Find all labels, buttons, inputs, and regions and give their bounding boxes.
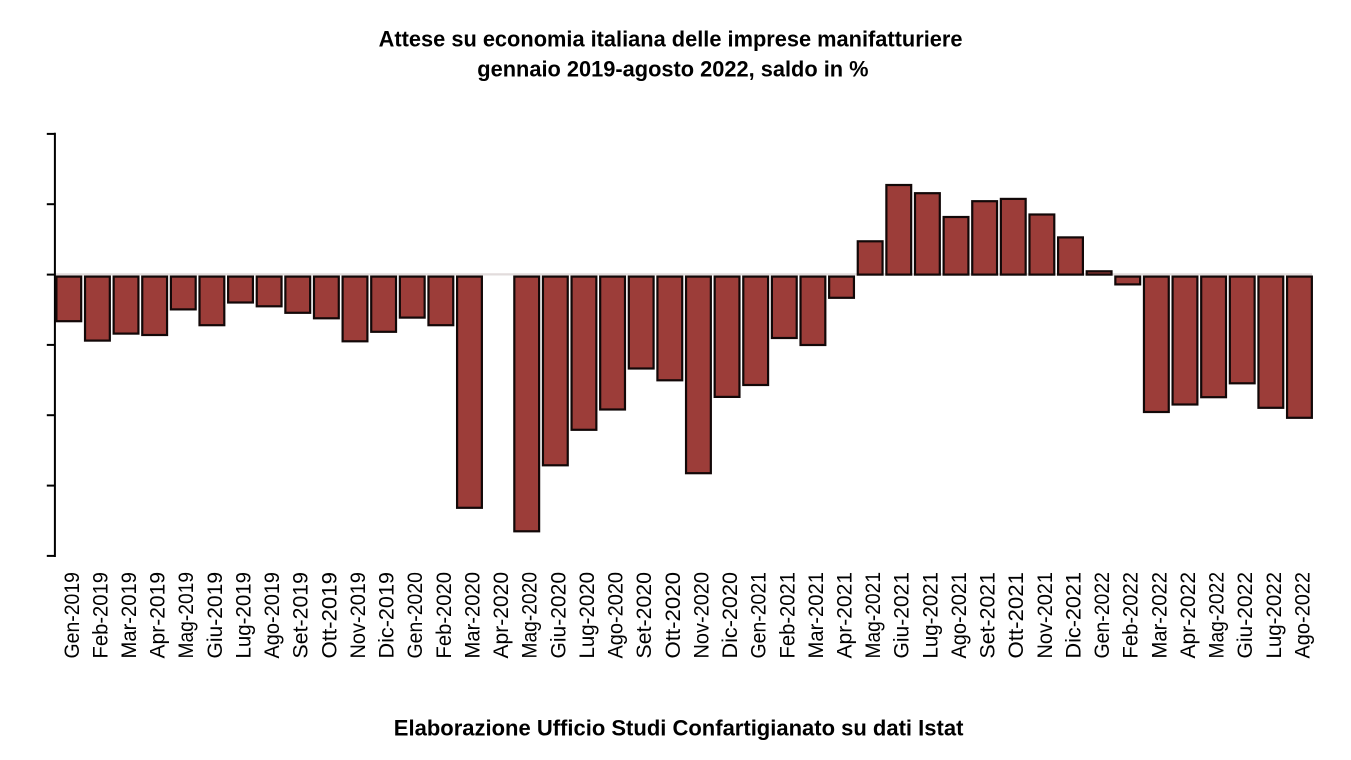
svg-text:Ott-2021: Ott-2021 xyxy=(1005,572,1028,659)
svg-text:Dic-2021: Dic-2021 xyxy=(1062,572,1085,659)
svg-text:Lug-2021: Lug-2021 xyxy=(919,572,942,659)
svg-text:Ago-2020: Ago-2020 xyxy=(605,572,628,659)
svg-text:Nov-2020: Nov-2020 xyxy=(690,572,713,659)
svg-text:Apr-2019: Apr-2019 xyxy=(147,572,170,659)
svg-text:Ott-2020: Ott-2020 xyxy=(662,572,685,659)
svg-text:Nov-2019: Nov-2019 xyxy=(347,572,370,659)
svg-text:Mag-2021: Mag-2021 xyxy=(862,572,885,659)
svg-text:Ago-2019: Ago-2019 xyxy=(261,572,284,659)
svg-text:Giu-2020: Giu-2020 xyxy=(547,572,570,659)
svg-text:Set-2019: Set-2019 xyxy=(290,572,313,659)
svg-text:Giu-2019: Giu-2019 xyxy=(204,572,227,659)
svg-text:Lug-2022: Lug-2022 xyxy=(1263,572,1286,659)
svg-text:Dic-2019: Dic-2019 xyxy=(376,572,399,659)
svg-text:Mar-2020: Mar-2020 xyxy=(461,572,484,659)
svg-text:Ago-2021: Ago-2021 xyxy=(948,572,971,659)
svg-text:Giu-2022: Giu-2022 xyxy=(1234,572,1257,659)
svg-text:Apr-2022: Apr-2022 xyxy=(1177,572,1200,659)
svg-text:Nov-2021: Nov-2021 xyxy=(1034,572,1057,659)
svg-text:Gen-2019: Gen-2019 xyxy=(61,572,84,659)
svg-text:Gen-2022: Gen-2022 xyxy=(1091,572,1114,659)
svg-text:Feb-2021: Feb-2021 xyxy=(776,572,799,659)
svg-text:Set-2020: Set-2020 xyxy=(633,572,656,659)
svg-text:Lug-2020: Lug-2020 xyxy=(576,572,599,659)
svg-text:Mag-2019: Mag-2019 xyxy=(175,572,198,659)
svg-text:Ago-2022: Ago-2022 xyxy=(1291,572,1314,659)
svg-text:Feb-2020: Feb-2020 xyxy=(433,572,456,659)
svg-text:Apr-2020: Apr-2020 xyxy=(490,572,513,659)
svg-text:Feb-2019: Feb-2019 xyxy=(89,572,112,659)
svg-text:Gen-2020: Gen-2020 xyxy=(404,572,427,659)
svg-text:Set-2021: Set-2021 xyxy=(977,572,1000,659)
svg-text:Attese su economia italiana de: Attese su economia italiana delle impres… xyxy=(379,26,963,51)
svg-text:Dic-2020: Dic-2020 xyxy=(719,572,742,659)
svg-text:Mag-2022: Mag-2022 xyxy=(1206,572,1229,659)
svg-text:Gen-2021: Gen-2021 xyxy=(748,572,771,659)
svg-text:Ott-2019: Ott-2019 xyxy=(318,572,341,659)
svg-text:Apr-2021: Apr-2021 xyxy=(833,572,856,659)
svg-text:Mar-2022: Mar-2022 xyxy=(1148,572,1171,659)
svg-text:Feb-2022: Feb-2022 xyxy=(1120,572,1143,659)
svg-text:gennaio 2019-agosto 2022, sald: gennaio 2019-agosto 2022, saldo in % xyxy=(477,56,868,81)
svg-text:Mag-2020: Mag-2020 xyxy=(519,572,542,659)
svg-text:Elaborazione Ufficio Studi Con: Elaborazione Ufficio Studi Confartigiana… xyxy=(394,715,964,740)
svg-text:Lug-2019: Lug-2019 xyxy=(232,572,255,659)
svg-text:Mar-2019: Mar-2019 xyxy=(118,572,141,659)
svg-text:Mar-2021: Mar-2021 xyxy=(805,572,828,659)
svg-text:Giu-2021: Giu-2021 xyxy=(891,572,914,659)
